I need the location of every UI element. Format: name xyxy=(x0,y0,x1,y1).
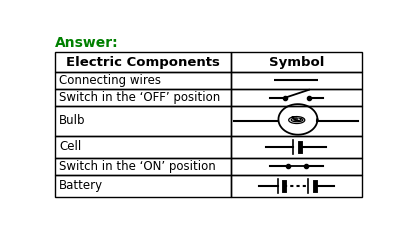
Text: Connecting wires: Connecting wires xyxy=(59,74,161,87)
Bar xyxy=(54,158,230,175)
Text: Cell: Cell xyxy=(59,140,81,153)
Bar xyxy=(230,89,361,106)
Text: Bulb: Bulb xyxy=(59,114,85,127)
Bar xyxy=(54,136,230,158)
Bar xyxy=(230,52,361,72)
Text: Switch in the ‘ON’ position: Switch in the ‘ON’ position xyxy=(59,160,215,173)
Text: Answer:: Answer: xyxy=(54,36,118,50)
Text: Switch in the ‘OFF’ position: Switch in the ‘OFF’ position xyxy=(59,91,220,104)
Bar xyxy=(230,106,361,136)
Bar xyxy=(230,72,361,89)
Text: Battery: Battery xyxy=(59,179,103,192)
Text: Symbol: Symbol xyxy=(268,56,323,69)
Bar xyxy=(54,106,230,136)
Text: Electric Components: Electric Components xyxy=(66,56,219,69)
Bar xyxy=(230,175,361,197)
Bar xyxy=(54,175,230,197)
Bar xyxy=(230,136,361,158)
Bar xyxy=(230,158,361,175)
Bar xyxy=(54,89,230,106)
Bar xyxy=(54,72,230,89)
Bar xyxy=(54,52,230,72)
